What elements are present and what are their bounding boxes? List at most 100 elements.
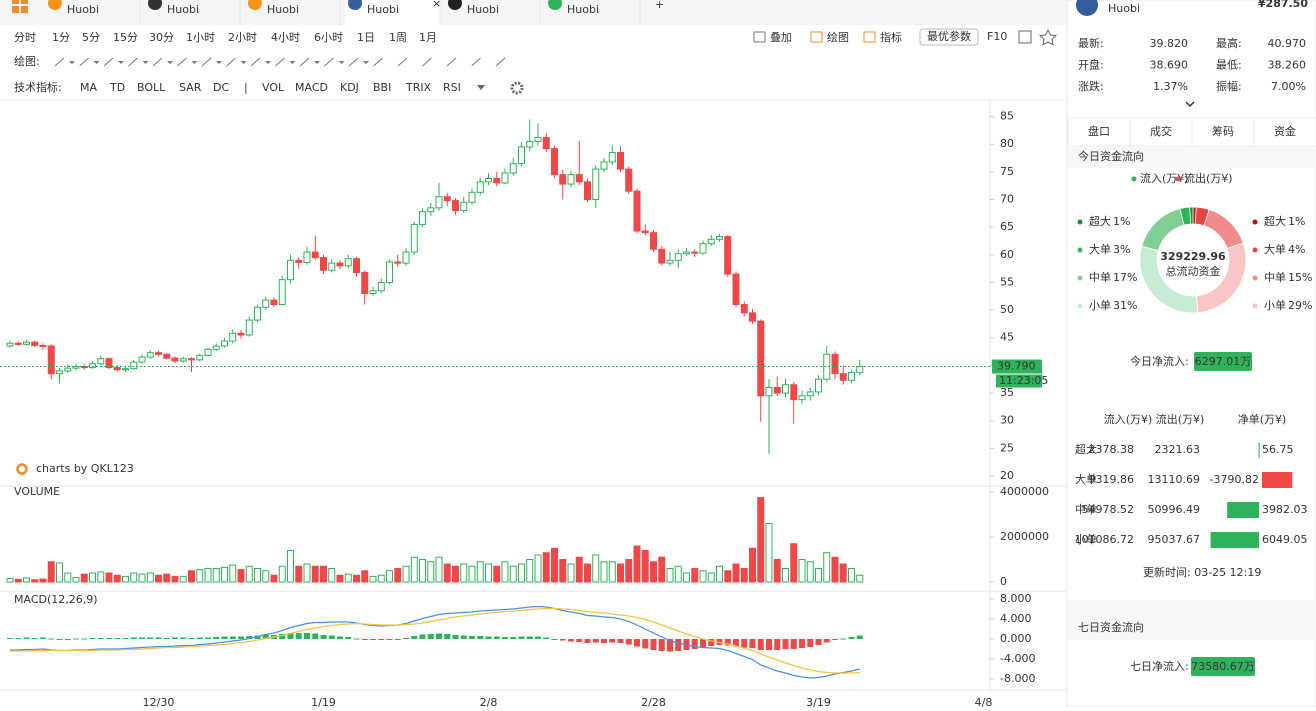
- tab-icon[interactable]: [348, 0, 362, 10]
- expand-chevron[interactable]: [1185, 101, 1195, 108]
- candle-body: [344, 258, 352, 267]
- panel-tab[interactable]: [1191, 117, 1255, 147]
- add-tab[interactable]: +: [655, 0, 664, 11]
- draw-tool[interactable]: [299, 57, 310, 67]
- tool[interactable]: 绘图: [827, 30, 849, 44]
- tab-strip: [0, 0, 1066, 25]
- draw-tool[interactable]: [54, 57, 65, 67]
- draw-tool[interactable]: [324, 57, 334, 67]
- settings-icon[interactable]: [510, 81, 524, 95]
- period[interactable]: 15分: [113, 31, 138, 44]
- tool-dropdown[interactable]: [69, 61, 75, 64]
- indicator[interactable]: RSI: [443, 81, 461, 94]
- period[interactable]: 1日: [357, 31, 375, 44]
- tool-dropdown[interactable]: [93, 61, 100, 64]
- draw-tool[interactable]: [471, 57, 481, 67]
- tool-dropdown[interactable]: [118, 61, 124, 64]
- indicator[interactable]: MA: [80, 81, 97, 94]
- draw-tool[interactable]: [446, 57, 457, 67]
- tab-icon[interactable]: [548, 0, 562, 10]
- macd-hist: [155, 637, 162, 639]
- apps-icon[interactable]: [12, 0, 28, 13]
- tool-dropdown[interactable]: [314, 61, 320, 64]
- draw-tool[interactable]: [250, 57, 261, 67]
- macd-hist: [469, 636, 475, 639]
- tool[interactable]: 叠加: [770, 31, 792, 44]
- star-icon[interactable]: [1038, 28, 1058, 46]
- indicator[interactable]: KDJ: [340, 81, 359, 94]
- draw-tool[interactable]: [201, 57, 212, 67]
- tool-dropdown[interactable]: [167, 61, 173, 64]
- panel-tab-label[interactable]: 成交: [1150, 124, 1172, 138]
- tab-exchange[interactable]: Huobi: [267, 3, 299, 16]
- period[interactable]: 1分: [52, 31, 70, 44]
- indicator[interactable]: TD: [109, 81, 125, 94]
- draw-tool[interactable]: [373, 57, 383, 67]
- draw-tool[interactable]: [348, 57, 359, 67]
- indicator[interactable]: TRIX: [405, 81, 432, 94]
- panel-tab-label[interactable]: 资金: [1274, 124, 1296, 138]
- tool-dropdown[interactable]: [338, 61, 345, 64]
- period[interactable]: 4小时: [271, 31, 300, 44]
- tool-icon[interactable]: [863, 31, 876, 43]
- panel-tab-label[interactable]: 盘口: [1088, 124, 1110, 138]
- period[interactable]: 5分: [82, 31, 100, 44]
- tool-dropdown[interactable]: [363, 61, 369, 64]
- period[interactable]: 分时: [14, 31, 36, 44]
- tab-exchange[interactable]: Huobi: [67, 3, 99, 16]
- tab-exchange[interactable]: Huobi: [567, 3, 599, 16]
- period[interactable]: 1小时: [186, 31, 215, 44]
- indicator[interactable]: VOL: [262, 81, 285, 94]
- tab-exchange[interactable]: Huobi: [367, 3, 399, 16]
- period[interactable]: 30分: [149, 31, 174, 44]
- period[interactable]: 2小时: [228, 31, 257, 44]
- tool-dropdown[interactable]: [289, 61, 296, 64]
- period[interactable]: 1月: [419, 31, 437, 44]
- close-tab[interactable]: ×: [432, 0, 441, 10]
- optimal-button[interactable]: [919, 28, 979, 46]
- draw-tool[interactable]: [275, 57, 285, 67]
- indicator[interactable]: BBI: [373, 81, 391, 94]
- draw-tool[interactable]: [422, 57, 432, 67]
- tab-exchange[interactable]: Huobi: [167, 3, 199, 16]
- volume-bar: [806, 561, 814, 583]
- indicator[interactable]: BOLL: [137, 81, 166, 94]
- panel-tab-label[interactable]: 筹码: [1212, 124, 1234, 138]
- draw-tool[interactable]: [128, 57, 138, 67]
- panel-tab[interactable]: [1253, 117, 1316, 147]
- tab-icon[interactable]: [148, 0, 162, 10]
- tool-dropdown[interactable]: [240, 61, 247, 64]
- optimal-text[interactable]: 最优参数: [927, 29, 971, 43]
- draw-tool[interactable]: [177, 57, 187, 67]
- tool-dropdown[interactable]: [216, 61, 222, 64]
- indicator[interactable]: SAR: [179, 81, 202, 94]
- tool-dropdown[interactable]: [142, 61, 149, 64]
- fullscreen-icon[interactable]: [1018, 30, 1032, 44]
- indicator[interactable]: MACD: [295, 81, 328, 94]
- price-tag-text: 39.790: [997, 360, 1036, 373]
- tab-icon[interactable]: [448, 0, 462, 10]
- tool[interactable]: 指标: [880, 30, 902, 44]
- tool-dropdown[interactable]: [265, 61, 271, 64]
- draw-tool[interactable]: [152, 57, 163, 67]
- draw-tool[interactable]: [495, 57, 506, 67]
- volume-bar: [716, 565, 723, 583]
- tool-icon[interactable]: [753, 31, 766, 43]
- tab-icon[interactable]: [48, 0, 62, 10]
- row-name: 超大: [1075, 442, 1097, 456]
- period[interactable]: 1周: [389, 31, 407, 44]
- tab-icon[interactable]: [248, 0, 262, 10]
- dropdown[interactable]: [477, 85, 485, 90]
- draw-tool[interactable]: [226, 57, 236, 67]
- panel-tab[interactable]: [1129, 117, 1193, 147]
- panel-tab[interactable]: [1067, 117, 1131, 147]
- period[interactable]: 6小时: [314, 31, 343, 44]
- draw-tool[interactable]: [79, 57, 89, 67]
- f10[interactable]: F10: [987, 30, 1007, 43]
- draw-tool[interactable]: [103, 57, 114, 67]
- indicator[interactable]: DC: [213, 81, 229, 94]
- draw-tool[interactable]: [397, 57, 408, 67]
- tab-exchange[interactable]: Huobi: [467, 3, 499, 16]
- tool-icon[interactable]: [810, 31, 823, 43]
- tool-dropdown[interactable]: [191, 61, 198, 64]
